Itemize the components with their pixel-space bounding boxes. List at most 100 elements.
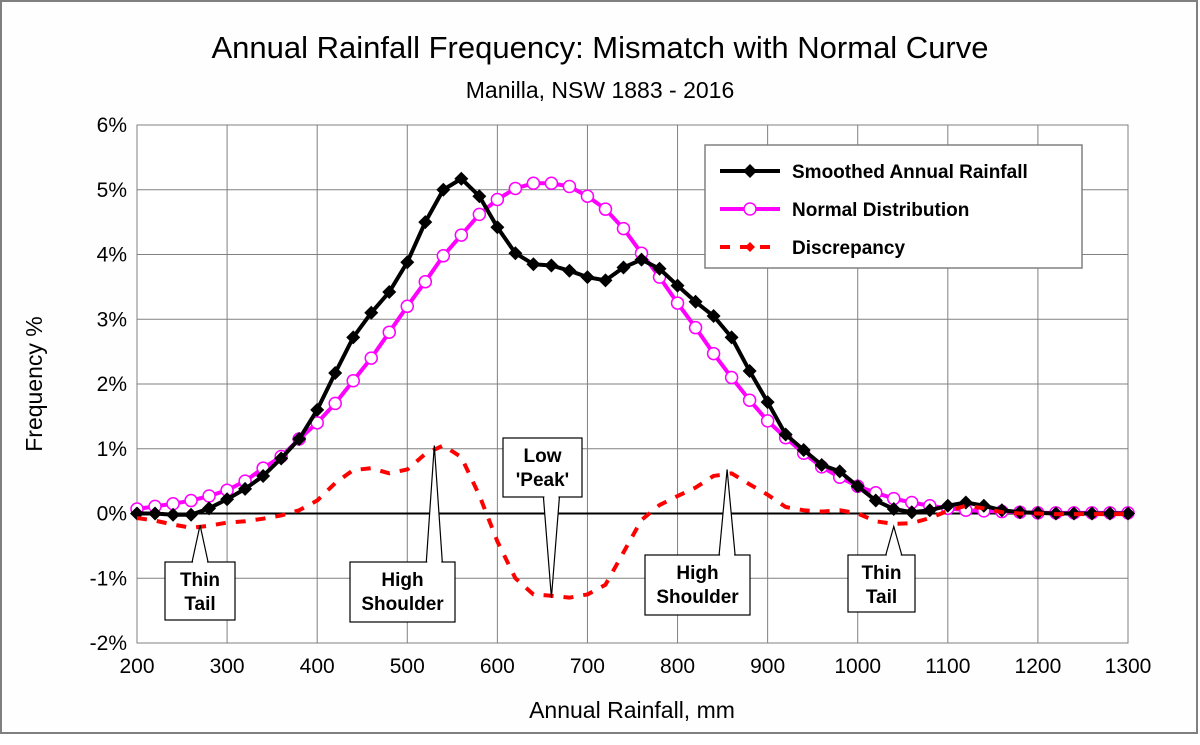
data-point: [616, 260, 631, 275]
data-point: [562, 263, 577, 278]
data-point: [220, 492, 235, 507]
data-point: [148, 506, 163, 521]
series-smoothed-annual-rainfall: [130, 171, 1135, 522]
chart-subtitle: Manilla, NSW 1883 - 2016: [466, 77, 734, 103]
data-point: [562, 179, 577, 194]
data-point: [184, 507, 199, 522]
data-point: [382, 285, 397, 300]
data-point: [616, 221, 631, 236]
data-point: [202, 489, 216, 503]
data-point: [814, 457, 829, 472]
data-point: [472, 207, 487, 222]
data-point: [508, 181, 523, 196]
data-point: [184, 493, 198, 508]
x-tick-label: 1000: [834, 655, 881, 678]
data-point: [400, 299, 415, 314]
data-point: [1066, 506, 1081, 521]
data-point: [904, 505, 919, 520]
series-line: [136, 443, 1128, 600]
legend-marker: [743, 202, 757, 216]
data-point: [256, 468, 271, 483]
data-point: [364, 305, 379, 320]
x-tick-label: 1200: [1015, 655, 1062, 678]
data-point: [850, 479, 865, 494]
data-point: [328, 396, 342, 411]
callout-joint: [720, 554, 735, 556]
annotation-callout: High Shoulder: [644, 469, 751, 616]
data-point: [508, 246, 523, 261]
callout-box: [349, 561, 456, 623]
data-point: [832, 464, 847, 479]
x-tick-label: 200: [119, 655, 154, 678]
data-point: [418, 274, 433, 289]
y-tick-label: 1%: [97, 438, 127, 461]
callout-text: Shoulder: [361, 594, 444, 615]
data-point: [292, 432, 307, 447]
callout-box: [502, 437, 583, 498]
callout-text: Tail: [184, 594, 215, 615]
data-point: [436, 249, 451, 263]
x-tick-label: 600: [480, 655, 515, 678]
legend-label: Discrepancy: [792, 238, 905, 259]
callout-text: 'Peak': [516, 470, 569, 491]
data-point: [202, 501, 217, 516]
y-tick-label: 5%: [97, 179, 127, 202]
data-point: [274, 451, 289, 466]
legend-marker: [745, 242, 755, 252]
data-point: [598, 273, 613, 288]
y-tick-label: 6%: [97, 114, 127, 137]
x-tick-label: 500: [390, 655, 425, 678]
x-tick-label: 900: [750, 655, 785, 678]
data-point: [760, 414, 775, 428]
data-point: [328, 365, 343, 380]
data-point: [400, 255, 415, 270]
data-point: [526, 257, 541, 272]
data-point: [1121, 506, 1135, 521]
y-tick-label: 4%: [97, 244, 127, 267]
callout-joint: [427, 561, 442, 563]
data-point: [706, 309, 721, 324]
data-point: [490, 192, 505, 207]
callout-box: [164, 561, 236, 621]
data-point: [670, 296, 685, 310]
data-point: [544, 176, 559, 191]
data-point: [778, 427, 793, 442]
data-point: [922, 503, 937, 518]
data-point: [742, 364, 757, 379]
y-tick-label: 3%: [97, 308, 127, 331]
x-tick-label: 700: [570, 655, 605, 678]
data-point: [724, 370, 739, 385]
annotation-callout: Thin Tail: [164, 525, 236, 621]
data-point: [868, 493, 883, 508]
callout-box: [847, 554, 916, 613]
data-point: [166, 507, 181, 522]
data-point: [436, 182, 451, 197]
legend-item: Normal Distribution: [720, 200, 969, 221]
legend: Smoothed Annual Rainfall Normal Distribut…: [704, 144, 1083, 269]
legend-label: Smoothed Annual Rainfall: [792, 162, 1028, 183]
data-point: [310, 402, 325, 417]
legend-label: Normal Distribution: [792, 200, 969, 221]
data-point: [886, 501, 901, 516]
data-point: [364, 351, 378, 365]
y-axis-label: Frequency %: [21, 316, 47, 452]
callout-text: Tail: [866, 587, 897, 608]
y-tick-label: -1%: [90, 567, 127, 590]
x-tick-label: 800: [660, 655, 695, 678]
data-point: [1102, 506, 1117, 521]
data-point: [940, 498, 955, 513]
callout-text: Shoulder: [656, 587, 739, 608]
callout-box: [644, 554, 751, 616]
y-tick-label: -2%: [90, 632, 127, 655]
data-point: [544, 258, 559, 273]
callout-text: Thin: [180, 570, 220, 591]
y-tick-label: 2%: [97, 373, 127, 396]
data-point: [382, 325, 397, 339]
data-point: [598, 202, 613, 216]
data-point: [634, 252, 649, 267]
data-point: [454, 171, 469, 186]
callout-text: Thin: [861, 563, 901, 584]
data-point: [1084, 506, 1099, 521]
